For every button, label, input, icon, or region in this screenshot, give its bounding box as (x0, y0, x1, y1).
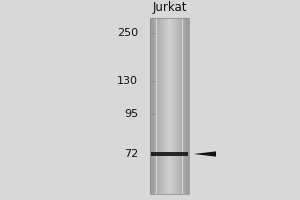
Bar (181, 18, 182, 194)
Bar (188, 18, 189, 194)
Bar (178, 18, 180, 194)
Bar (168, 18, 169, 194)
Bar (150, 18, 189, 194)
Bar (163, 18, 164, 194)
Bar (151, 152, 188, 156)
Bar (166, 18, 167, 194)
Bar (151, 18, 153, 194)
Polygon shape (194, 151, 216, 157)
Text: 130: 130 (117, 76, 138, 86)
Bar (154, 18, 155, 194)
Bar (159, 18, 160, 194)
Bar (158, 18, 159, 194)
Bar (153, 18, 154, 194)
Bar (175, 18, 176, 194)
Bar (160, 18, 162, 194)
Bar (182, 18, 184, 194)
Bar (177, 18, 178, 194)
Text: 95: 95 (124, 109, 138, 119)
Bar (157, 18, 158, 194)
Bar (186, 18, 188, 194)
Bar (169, 18, 171, 194)
Bar (176, 18, 177, 194)
Text: 250: 250 (117, 28, 138, 38)
Text: 72: 72 (124, 149, 138, 159)
Bar (180, 18, 181, 194)
Bar (167, 18, 168, 194)
Bar (173, 18, 175, 194)
Bar (164, 18, 166, 194)
Bar (150, 18, 151, 194)
Bar (155, 18, 157, 194)
Bar (162, 18, 163, 194)
Bar (171, 18, 172, 194)
Bar (172, 18, 173, 194)
Bar (185, 18, 186, 194)
Text: Jurkat: Jurkat (152, 1, 187, 14)
Bar (184, 18, 185, 194)
